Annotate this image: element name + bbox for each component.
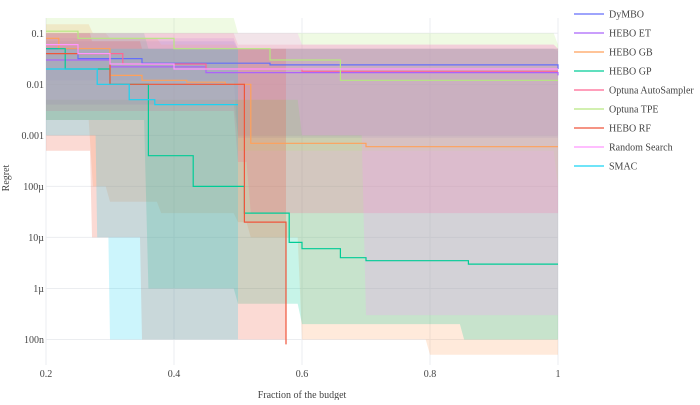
legend-label: HEBO GP [609, 67, 652, 78]
y-tick-label: 0.1 [32, 29, 45, 40]
y-tick-label: 1µ [33, 284, 44, 295]
line-optuna-tpe [46, 30, 558, 81]
band-hebo-gp [46, 33, 558, 340]
band-hebo-rf [46, 33, 286, 340]
line-smac [46, 68, 238, 106]
legend-item-hebo-rf[interactable]: HEBO RF [574, 124, 651, 135]
band-optuna-tpe [46, 18, 558, 187]
x-tick-label: 0.2 [40, 369, 53, 380]
legend-label: HEBO GB [609, 48, 653, 59]
legend-item-dymbo[interactable]: DyMBO [574, 10, 644, 21]
legend-item-hebo-et[interactable]: HEBO ET [574, 29, 651, 40]
legend-item-optuna-tpe[interactable]: Optuna TPE [574, 105, 659, 116]
x-tick-label: 1 [556, 369, 561, 380]
legend-label: DyMBO [609, 10, 644, 21]
y-axis-title: Regret [1, 164, 12, 191]
band-hebo-gb [46, 24, 558, 355]
legend-item-smac[interactable]: SMAC [574, 162, 638, 173]
legend-label: HEBO RF [609, 124, 651, 135]
line-hebo-gb [46, 37, 558, 148]
line-hebo-rf [46, 53, 287, 345]
y-tick-label: 0.001 [22, 131, 45, 142]
y-tick-label: 100n [24, 335, 44, 346]
legend-label: Random Search [609, 143, 673, 154]
legend-item-hebo-gb[interactable]: HEBO GB [574, 48, 653, 59]
x-tick-label: 0.4 [168, 369, 181, 380]
legend-item-hebo-gp[interactable]: HEBO GP [574, 67, 652, 78]
legend-item-random-search[interactable]: Random Search [574, 143, 673, 154]
legend-label: Optuna TPE [609, 105, 659, 116]
legend-item-optuna-autosampler[interactable]: Optuna AutoSampler [574, 86, 694, 97]
band-smac [46, 48, 238, 340]
series-lines [46, 30, 559, 345]
legend-label: SMAC [609, 162, 638, 173]
band-optuna-autosampler [46, 33, 558, 214]
x-tick-label: 0.8 [424, 369, 437, 380]
band-hebo-et [46, 38, 558, 136]
y-tick-label: 0.01 [27, 80, 45, 91]
legend-label: HEBO ET [609, 29, 651, 40]
band-random-search [46, 33, 558, 316]
line-random-search [46, 44, 558, 70]
y-tick-label: 10µ [28, 233, 44, 244]
y-tick-label: 100µ [23, 182, 44, 193]
x-axis-ticks: 0.2 0.4 0.6 0.8 1 [40, 369, 561, 380]
x-axis-title: Fraction of the budget [258, 390, 347, 400]
y-axis-ticks: 0.1 0.01 0.001 100µ 10µ 1µ 100n [22, 29, 45, 346]
x-tick-label: 0.6 [296, 369, 309, 380]
legend-label: Optuna AutoSampler [609, 86, 694, 97]
legend[interactable]: DyMBO HEBO ET HEBO GB HEBO GP Optuna AutoSam… [574, 10, 694, 173]
